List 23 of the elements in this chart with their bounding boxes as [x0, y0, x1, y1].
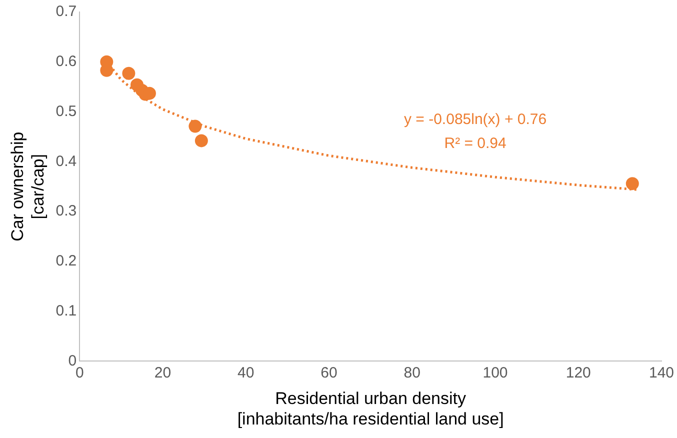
y-tick-label: 0: [68, 352, 77, 370]
x-axis-title: Residential urban density [inhabitants/ha residential land use]: [237, 389, 504, 428]
point: [122, 66, 136, 80]
y-tick-label: 0.4: [56, 152, 77, 170]
x-tick-label: 140: [648, 364, 674, 382]
y-axis-title: Car ownership [car/cap]: [8, 132, 48, 242]
x-tick-label: 60: [320, 364, 338, 382]
x-tick-label: 100: [482, 364, 508, 382]
x-tick-label: 40: [238, 364, 254, 382]
y-tick-label: 0.2: [56, 252, 77, 270]
x-tick-label: 80: [404, 364, 420, 382]
x-tick-label: 120: [566, 364, 591, 382]
y-tick-label: 0.1: [56, 302, 77, 320]
y-tick-label: 0.5: [56, 102, 77, 120]
point: [194, 134, 208, 148]
y-tick-label: 0.7: [56, 3, 77, 20]
y-tick-label: 0.6: [56, 53, 77, 70]
annotation: R² = 0.94: [444, 135, 506, 152]
annotation: y = -0.085ln(x) + 0.76: [404, 111, 547, 128]
point: [188, 120, 202, 133]
x-tick-label: 20: [154, 364, 172, 382]
y-tick-label: 0.3: [56, 202, 77, 220]
point: [626, 177, 639, 190]
